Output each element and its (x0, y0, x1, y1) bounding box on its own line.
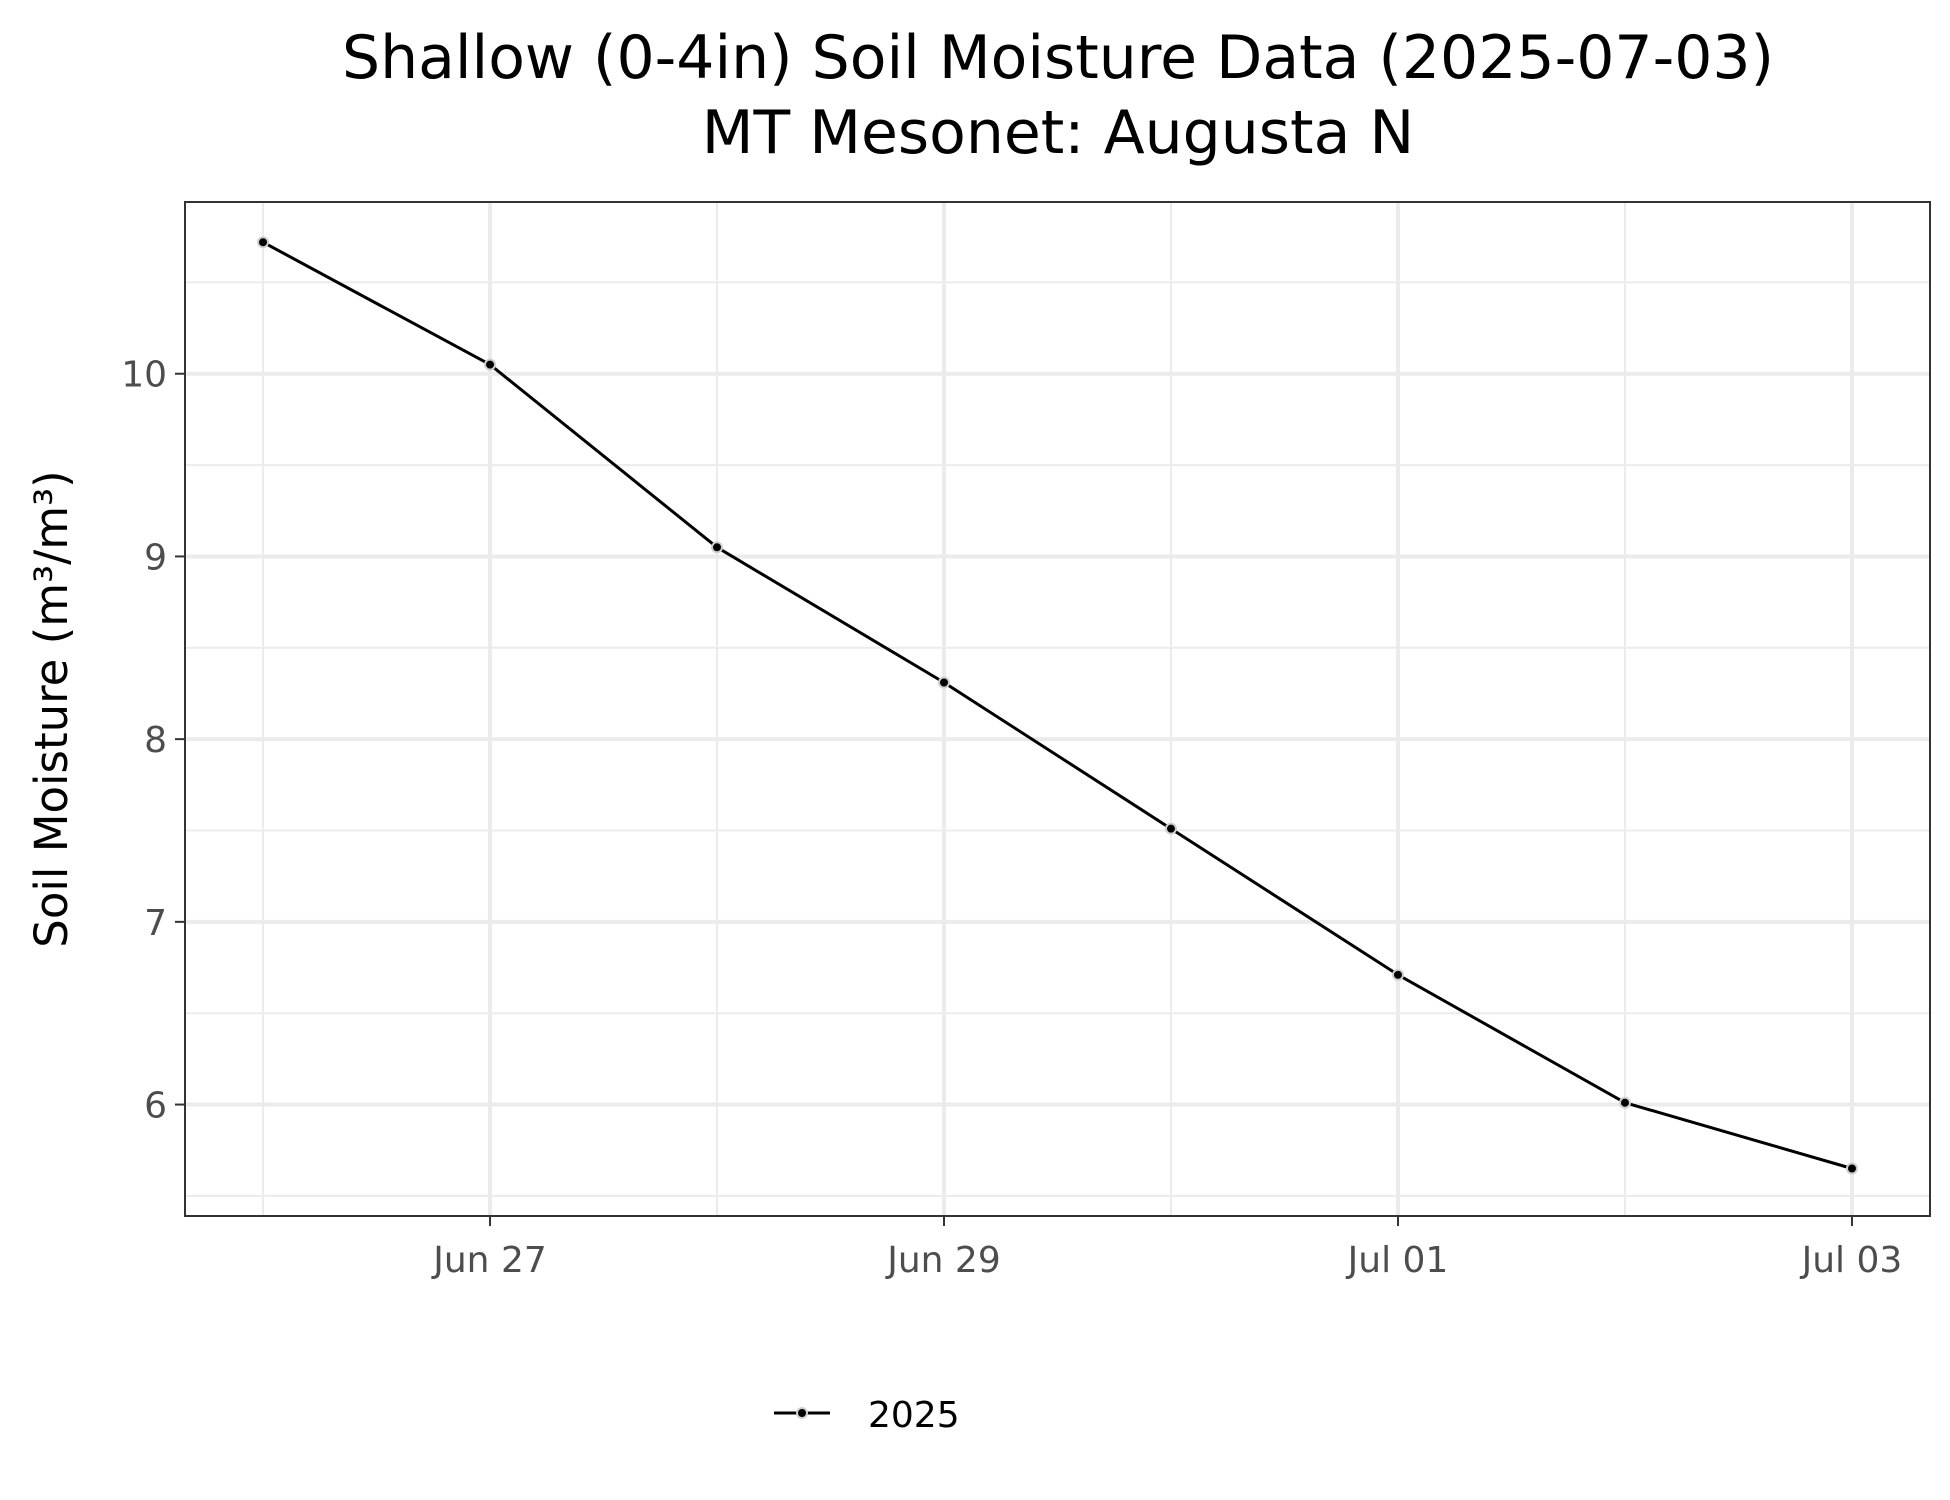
plot-area (184, 201, 1931, 1217)
data-point (938, 676, 951, 689)
data-point (1391, 968, 1404, 981)
legend: 2025 (774, 1395, 960, 1436)
y-tick-label: 9 (144, 537, 167, 578)
data-point (1164, 822, 1177, 835)
y-tick-label: 8 (144, 720, 167, 761)
legend-point-icon (796, 1407, 808, 1419)
x-tick-label: Jul 01 (1346, 1240, 1449, 1281)
data-point (711, 541, 724, 554)
y-axis-label: Soil Moisture (m³/m³) (25, 470, 78, 947)
data-point (484, 358, 497, 371)
series-line-2025 (262, 240, 1853, 1170)
y-axis: 6 7 8 9 10 (121, 355, 185, 1127)
x-tick-label: Jun 29 (885, 1240, 1001, 1281)
data-point (1845, 1162, 1858, 1175)
data-point (257, 236, 270, 249)
legend-label: 2025 (868, 1395, 960, 1436)
x-axis: Jun 27 Jun 29 Jul 01 Jul 03 (431, 1216, 1902, 1281)
y-tick-label: 7 (144, 903, 167, 944)
data-points (257, 236, 1858, 1175)
chart-title: Shallow (0-4in) Soil Moisture Data (2025… (342, 23, 1774, 93)
x-tick-label: Jun 27 (431, 1240, 547, 1281)
data-point (1618, 1096, 1631, 1109)
y-tick-label: 6 (144, 1086, 167, 1127)
chart-subtitle: MT Mesonet: Augusta N (702, 98, 1415, 168)
grid-lines (185, 202, 1930, 1216)
y-tick-label: 10 (121, 355, 167, 396)
series-lines (262, 240, 1853, 1170)
x-tick-label: Jul 03 (1800, 1240, 1903, 1281)
plot-border (184, 201, 1931, 1217)
